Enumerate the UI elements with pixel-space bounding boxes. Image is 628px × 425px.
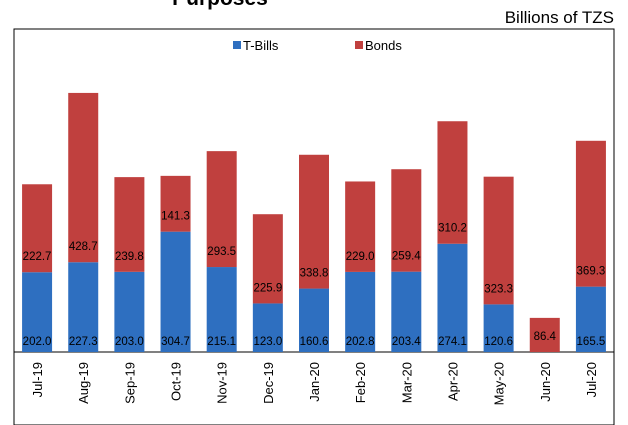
data-label: 203.0	[115, 336, 144, 348]
bar-bonds-jun-20	[529, 317, 560, 352]
bar-bonds-nov-19	[206, 151, 237, 268]
data-label: 215.1	[207, 336, 236, 348]
data-label: 225.9	[253, 282, 282, 294]
bar-t-bills-jul-20	[575, 286, 606, 352]
bar-bonds-may-20	[483, 176, 514, 305]
data-label: 141.3	[161, 211, 190, 223]
data-label: 160.6	[300, 336, 329, 348]
bar-t-bills-dec-19	[252, 303, 283, 352]
x-tick-label: Nov-19	[215, 362, 230, 404]
units-label: Billions of TZS	[504, 8, 614, 27]
x-tick-label: Jan-20	[307, 362, 322, 402]
x-tick-label: Aug-19	[76, 362, 91, 404]
bar-t-bills-jan-20	[299, 288, 329, 352]
data-label: 323.3	[484, 283, 513, 295]
bar-t-bills-nov-19	[206, 267, 237, 352]
data-label: 165.5	[577, 336, 606, 348]
x-tick-label: Jul-20	[584, 362, 599, 397]
bar-bonds-sep-19	[114, 177, 145, 272]
bar-t-bills-mar-20	[391, 271, 422, 352]
plot-frame	[13, 28, 615, 425]
data-label: 293.5	[207, 246, 236, 258]
bar-t-bills-may-20	[483, 304, 514, 352]
data-label: 338.8	[300, 268, 329, 280]
data-label: 239.8	[115, 251, 144, 263]
bar-bonds-feb-20	[345, 181, 376, 272]
bar-t-bills-sep-19	[114, 271, 145, 352]
data-label: 222.7	[23, 251, 52, 263]
data-label: 120.6	[484, 336, 513, 348]
data-label: 274.1	[438, 336, 467, 348]
legend-swatch-t-bills	[233, 41, 241, 49]
bar-t-bills-apr-20	[437, 243, 468, 352]
chart-title: Purposes	[100, 0, 340, 11]
bar-bonds-jul-19	[22, 184, 53, 273]
data-label: 227.3	[69, 336, 98, 348]
x-tick-label: Sep-19	[122, 362, 137, 404]
data-label: 229.0	[346, 251, 375, 263]
bar-t-bills-jul-19	[22, 272, 53, 352]
bar-t-bills-oct-19	[160, 231, 191, 352]
x-tick-label: Feb-20	[353, 362, 368, 403]
x-tick-label: Dec-19	[261, 362, 276, 404]
data-label: 259.4	[392, 251, 421, 263]
bar-t-bills-aug-19	[68, 262, 99, 352]
data-label: 304.7	[161, 336, 190, 348]
legend-swatch-bonds	[355, 41, 363, 49]
bar-t-bills-feb-20	[345, 271, 376, 352]
x-tick-label: Mar-20	[399, 362, 414, 403]
legend-label: T-Bills	[243, 38, 279, 53]
bar-bonds-oct-19	[160, 175, 191, 232]
data-label: 310.2	[438, 223, 467, 235]
bar-bonds-dec-19	[252, 214, 283, 304]
bar-bonds-jul-20	[575, 140, 606, 287]
bar-bonds-mar-20	[391, 169, 422, 272]
data-label: 202.0	[23, 336, 52, 348]
data-label: 203.4	[392, 336, 421, 348]
bar-bonds-jan-20	[299, 154, 329, 289]
legend-label: Bonds	[365, 38, 402, 53]
data-label: 202.8	[346, 336, 375, 348]
bar-bonds-apr-20	[437, 121, 468, 244]
bar-bonds-aug-19	[68, 92, 99, 263]
x-tick-label: Jul-19	[30, 362, 45, 397]
x-tick-label: May-20	[492, 362, 507, 405]
data-label: 369.3	[577, 266, 606, 278]
x-tick-label: Apr-20	[445, 362, 460, 401]
data-label: 86.4	[534, 331, 557, 343]
x-tick-label: Jun-20	[538, 362, 553, 402]
data-label: 428.7	[69, 241, 98, 253]
x-tick-label: Oct-19	[169, 362, 184, 401]
data-label: 123.0	[253, 336, 282, 348]
